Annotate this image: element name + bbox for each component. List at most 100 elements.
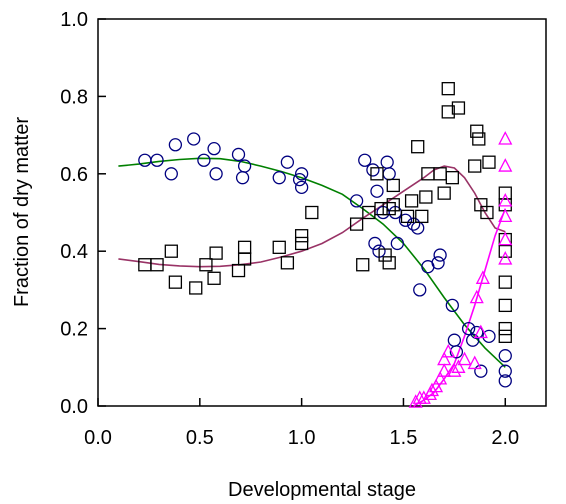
square-point: [404, 194, 419, 208]
square-point: [237, 240, 252, 254]
circle-point: [370, 184, 384, 198]
square-point: [382, 201, 396, 216]
x-tick-label: 0.0: [84, 427, 112, 449]
square-point: [498, 329, 512, 343]
fit-line-2: [118, 165, 506, 268]
square-point: [411, 140, 425, 154]
y-tick-label: 0.2: [60, 319, 88, 341]
square-point: [498, 321, 512, 336]
square-point: [400, 209, 415, 224]
fit-line-1: [118, 157, 506, 368]
circle-point: [498, 364, 512, 378]
circle-point: [292, 172, 307, 187]
circle-point: [413, 283, 427, 297]
circle-point: [349, 194, 364, 208]
triangle-point: [441, 343, 456, 358]
square-point: [441, 105, 455, 119]
square-point: [305, 205, 319, 220]
square-point: [386, 178, 400, 193]
square-point: [445, 171, 459, 185]
circle-point: [461, 321, 476, 336]
square-point: [419, 190, 433, 204]
circle-point: [168, 138, 183, 152]
square-point: [272, 240, 286, 254]
circle-point: [498, 349, 512, 363]
circle-point: [390, 236, 404, 251]
circle-point: [150, 153, 164, 167]
circle-point: [470, 325, 484, 340]
plot-area: [97, 18, 547, 407]
circle-point: [431, 256, 445, 270]
x-tick-label: 0.5: [186, 427, 214, 449]
square-point: [294, 236, 309, 251]
triangle-point: [457, 351, 472, 366]
square-point: [468, 159, 482, 173]
triangle-point: [498, 251, 513, 265]
square-point: [370, 167, 384, 181]
triangle-point: [498, 192, 513, 207]
circle-point: [445, 298, 459, 313]
circle-point: [368, 236, 382, 251]
square-point: [189, 281, 203, 295]
square-point: [415, 209, 429, 224]
circle-point: [164, 167, 178, 181]
circle-point: [237, 159, 252, 173]
square-point: [164, 244, 178, 258]
y-axis-label: Fraction of dry matter: [11, 117, 33, 307]
triangle-point: [498, 131, 513, 145]
triangle-point: [469, 289, 484, 304]
triangle-point: [451, 359, 466, 373]
square-point: [349, 217, 364, 231]
triangle-point: [428, 378, 444, 393]
square-point: [498, 275, 512, 289]
square-point: [356, 258, 370, 272]
triangle-point: [498, 208, 513, 223]
triangle-point: [475, 270, 490, 284]
triangle-point: [437, 351, 452, 366]
circle-point: [207, 141, 221, 156]
square-point: [441, 82, 455, 96]
square-point: [472, 132, 486, 146]
square-point: [209, 246, 223, 260]
triangle-point: [473, 324, 488, 339]
y-tick-label: 0.8: [60, 86, 88, 108]
circle-point: [466, 333, 480, 347]
circle-point: [272, 171, 286, 185]
circle-point: [294, 180, 309, 194]
square-point: [168, 275, 183, 289]
square-point: [437, 186, 451, 200]
y-tick-label: 0.6: [60, 164, 88, 186]
triangle-point: [498, 158, 513, 172]
y-tick-label: 0.4: [60, 241, 88, 263]
axis-ticks: 0.0 0.5 1.0 1.5 2.0 0.0 0.2 0.4 0.6 0.8 1.0: [60, 9, 519, 449]
square-point: [199, 258, 213, 272]
y-tick-label: 1.0: [60, 9, 88, 31]
square-point: [386, 198, 400, 212]
triangle-point: [447, 363, 462, 377]
x-tick-label: 1.5: [390, 427, 418, 449]
square-point: [382, 256, 396, 270]
fit-line-3: [413, 208, 507, 407]
square-point: [480, 205, 494, 220]
square-point: [451, 101, 466, 115]
y-tick-label: 0.0: [60, 396, 88, 418]
square-point: [150, 258, 164, 272]
circle-point: [474, 364, 488, 378]
triangle-point: [416, 390, 431, 404]
triangle-point: [424, 382, 440, 397]
square-point: [207, 271, 221, 285]
circle-point: [449, 345, 464, 359]
triangle-point: [498, 231, 513, 246]
circle-point: [433, 248, 447, 262]
circle-point: [280, 155, 295, 169]
circle-point: [209, 167, 223, 181]
x-tick-label: 2.0: [491, 427, 519, 449]
fit-lines: [118, 157, 507, 407]
square-point: [498, 298, 512, 313]
data-markers: [138, 82, 513, 408]
circle-point: [294, 167, 309, 181]
circle-point: [398, 213, 413, 227]
square-point: [294, 229, 309, 243]
circle-point: [197, 153, 211, 167]
